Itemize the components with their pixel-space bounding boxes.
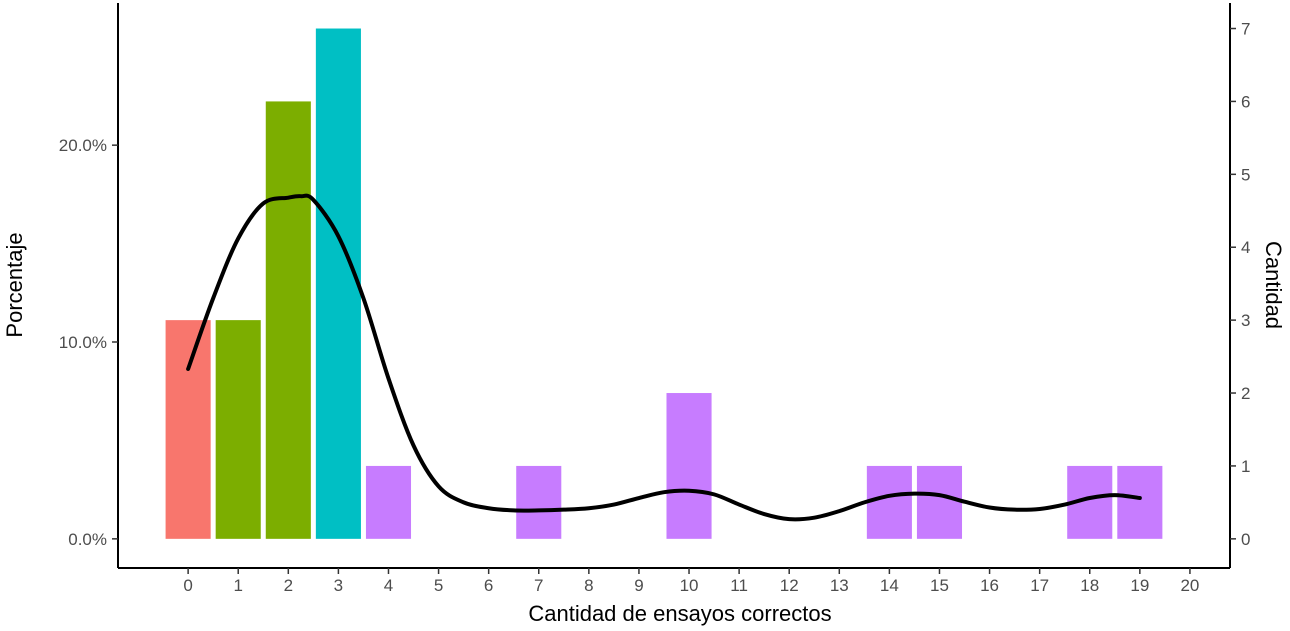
right-tick-label-6: 6 <box>1241 92 1250 111</box>
x-tick-label-18: 18 <box>1080 576 1099 595</box>
x-tick-label-14: 14 <box>880 576 899 595</box>
right-tick-label-7: 7 <box>1241 20 1250 39</box>
axes: 0 1 2 3 4 5 6 7 8 9 10 11 12 13 14 15 16 17 18 19 200.0%10.0… <box>59 3 1250 595</box>
right-tick-label-2: 2 <box>1241 384 1250 403</box>
x-tick-label-0: 0 <box>183 576 192 595</box>
right-tick-label-4: 4 <box>1241 238 1250 257</box>
x-tick-label-5: 5 <box>434 576 443 595</box>
x-tick-label-2: 2 <box>284 576 293 595</box>
x-tick-label-17: 17 <box>1030 576 1049 595</box>
x-axis-title: Cantidad de ensayos correctos <box>528 601 831 626</box>
right-tick-label-1: 1 <box>1241 457 1250 476</box>
x-tick-label-13: 13 <box>830 576 849 595</box>
bar-0 <box>165 320 211 539</box>
bar-2 <box>265 101 311 539</box>
x-tick-label-8: 8 <box>584 576 593 595</box>
bar-4 <box>365 465 412 539</box>
density-curve <box>186 193 1142 522</box>
x-tick-label-3: 3 <box>334 576 343 595</box>
x-tick-label-6: 6 <box>484 576 493 595</box>
x-tick-label-4: 4 <box>384 576 393 595</box>
bar-19 <box>1117 465 1163 539</box>
left-tick-label-0: 0.0% <box>68 530 107 549</box>
x-tick-label-16: 16 <box>980 576 999 595</box>
x-tick-label-20: 20 <box>1180 576 1199 595</box>
bar-1 <box>215 320 261 539</box>
x-tick-label-11: 11 <box>730 576 748 595</box>
x-tick-label-9: 9 <box>634 576 643 595</box>
x-tick-label-1: 1 <box>233 576 242 595</box>
right-tick-label-3: 3 <box>1241 311 1250 330</box>
right-tick-label-5: 5 <box>1241 165 1250 184</box>
right-tick-label-0: 0 <box>1241 530 1250 549</box>
left-tick-label-2: 20.0% <box>59 136 107 155</box>
bar-14 <box>866 465 912 539</box>
bar-15 <box>916 465 963 539</box>
x-tick-label-15: 15 <box>930 576 949 595</box>
x-tick-label-7: 7 <box>534 576 543 595</box>
left-axis-title: Porcentaje <box>2 232 27 337</box>
x-tick-label-12: 12 <box>780 576 799 595</box>
bar-7 <box>516 465 562 539</box>
bar-10 <box>666 393 712 539</box>
x-tick-label-19: 19 <box>1130 576 1149 595</box>
right-axis-title: Cantidad <box>1261 241 1286 329</box>
left-tick-label-1: 10.0% <box>59 333 107 352</box>
bar-3 <box>315 28 361 539</box>
x-tick-label-10: 10 <box>680 576 699 595</box>
density-curve-layer <box>186 193 1142 522</box>
bars <box>165 28 1163 539</box>
